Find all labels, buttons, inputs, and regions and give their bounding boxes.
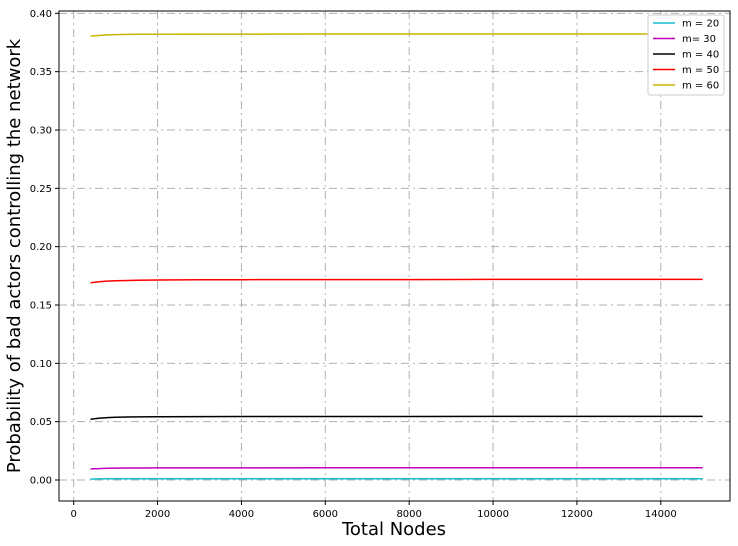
series-line-2 [90, 466, 703, 470]
x-axis-label: Total Nodes [341, 519, 446, 540]
y-tick-label: 0.30 [30, 126, 52, 137]
legend-label: m= 30 [682, 34, 716, 45]
y-tick-label: 0.20 [30, 242, 52, 253]
legend: m = 20 m= 30 m = 40 m = 50 m = 60 [647, 14, 725, 96]
plot-area [58, 10, 731, 502]
x-tick-label: 14000 [645, 509, 677, 520]
y-tick-label: 0.35 [30, 67, 52, 78]
y-tick-label: 0.15 [30, 301, 52, 312]
series-line-3 [90, 415, 703, 421]
series-line-5 [90, 33, 703, 37]
x-tick-label: 2000 [145, 509, 170, 520]
x-tick-label: 0 [70, 509, 76, 520]
legend-label: m = 40 [682, 50, 719, 61]
grid [59, 11, 730, 501]
axis-ticks: 0 2000 4000 6000 8000 10000 12000 14000 0.00 0.05… [30, 9, 677, 520]
legend-label: m = 50 [682, 65, 719, 76]
legend-items: m = 20 m= 30 m = 40 m = 50 m = 60 [653, 19, 719, 92]
y-tick-label: 0.10 [30, 359, 52, 370]
x-tick-label: 8000 [396, 509, 421, 520]
legend-box [647, 14, 725, 96]
x-tick-label: 4000 [229, 509, 254, 520]
x-tick-label: 10000 [477, 509, 509, 520]
series-lines [90, 33, 703, 480]
y-tick-label: 0.25 [30, 184, 52, 195]
x-tick-label: 12000 [561, 509, 593, 520]
y-axis-label: Probability of bad actors controlling th… [4, 38, 25, 473]
y-tick-label: 0.00 [30, 476, 52, 487]
x-tick-label: 6000 [313, 509, 338, 520]
series-line-4 [90, 278, 703, 284]
legend-label: m = 20 [682, 19, 719, 30]
y-tick-label: 0.40 [30, 9, 52, 20]
legend-label: m = 60 [682, 81, 719, 92]
y-tick-label: 0.05 [30, 417, 52, 428]
